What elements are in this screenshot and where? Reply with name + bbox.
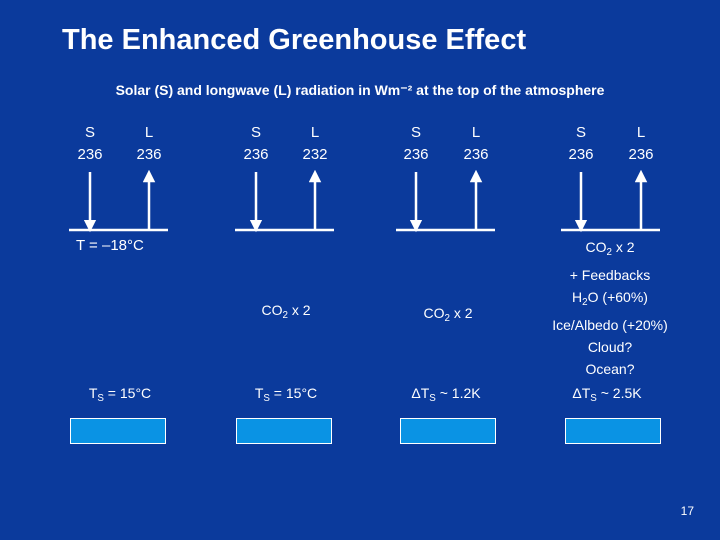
col3-box xyxy=(400,418,496,444)
feedback-ice: Ice/Albedo (+20%) xyxy=(552,317,668,333)
col2-box xyxy=(236,418,332,444)
col2-co2-label: CO2 x 2 xyxy=(261,302,311,321)
temperature-label: T = –18°C xyxy=(76,237,144,254)
col4-ts: ΔTS ~ 2.5K xyxy=(572,385,642,404)
col1-s-label: S 236 xyxy=(77,124,103,163)
col1-ts: TS = 15°C xyxy=(88,385,152,404)
col4-l-label: L 236 xyxy=(628,124,654,163)
col1-box xyxy=(70,418,166,444)
col2-s-label: S 236 xyxy=(243,124,269,163)
feedbacks-list: CO2 x 2 + Feedbacks H2O (+60%) Ice/Albed… xyxy=(540,236,680,380)
col3-l-label: L 236 xyxy=(463,124,489,163)
col2-l-label: L 232 xyxy=(302,124,328,163)
feedback-ocean: Ocean? xyxy=(585,361,635,377)
col3-co2-label: CO2 x 2 xyxy=(423,305,473,324)
col4-s-label: S 236 xyxy=(568,124,594,163)
slide-subtitle: Solar (S) and longwave (L) radiation in … xyxy=(115,82,605,98)
col1-l-label: L 236 xyxy=(136,124,162,163)
col2-ts: TS = 15°C xyxy=(254,385,318,404)
col3-ts: ΔTS ~ 1.2K xyxy=(411,385,481,404)
feedback-co2: CO2 x 2 xyxy=(585,239,635,258)
feedback-cloud: Cloud? xyxy=(587,339,633,355)
slide-title: The Enhanced Greenhouse Effect xyxy=(62,24,527,56)
col4-box xyxy=(565,418,661,444)
col3-s-label: S 236 xyxy=(403,124,429,163)
feedback-h2o: H2O (+60%) xyxy=(572,289,648,308)
feedback-plus: + Feedbacks xyxy=(569,267,651,283)
page-number: 17 xyxy=(680,504,694,518)
